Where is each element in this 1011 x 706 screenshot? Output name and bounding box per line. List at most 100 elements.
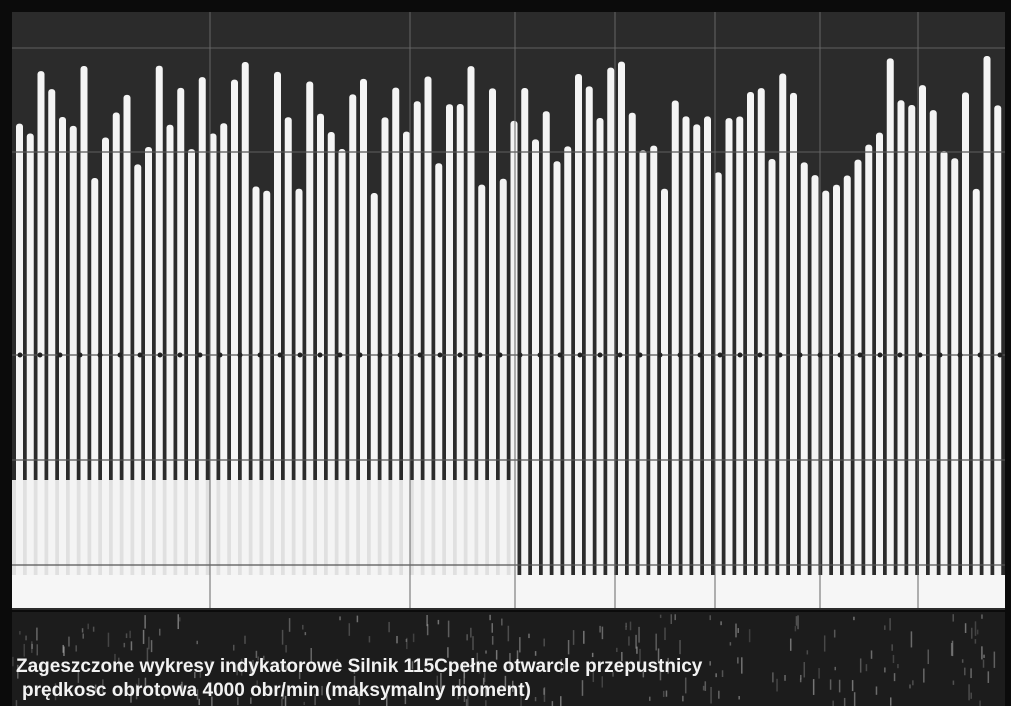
speck (17, 664, 19, 679)
trace (639, 150, 647, 605)
grid-dot (277, 352, 283, 358)
speck (853, 616, 855, 621)
speck (54, 683, 57, 701)
grid-dot (297, 352, 303, 358)
speck (211, 696, 213, 706)
speck (628, 636, 630, 646)
speck (534, 651, 537, 656)
speck (88, 691, 90, 696)
trace (553, 161, 561, 605)
speck (638, 626, 640, 643)
speck (927, 649, 930, 665)
trace (585, 86, 593, 605)
speck (993, 651, 996, 668)
speck (472, 636, 474, 651)
trace (48, 89, 56, 606)
speck (601, 626, 604, 640)
speck (818, 668, 820, 679)
speck (144, 615, 146, 629)
speck (232, 644, 235, 651)
trace (843, 175, 851, 606)
speck (509, 653, 511, 669)
trace (198, 77, 206, 606)
trace (489, 88, 496, 606)
trace (972, 188, 980, 605)
trace (790, 92, 797, 606)
speck (447, 647, 449, 658)
speck (285, 665, 288, 671)
grid-dot (817, 352, 823, 358)
speck (875, 686, 878, 695)
trace (596, 118, 604, 606)
speck (504, 675, 507, 690)
trace (650, 145, 658, 606)
speck (163, 690, 166, 700)
trace (123, 94, 131, 605)
grid-dot (857, 352, 863, 358)
grid-dot (717, 352, 723, 358)
speck (62, 644, 64, 653)
speck (800, 674, 802, 680)
speck (41, 663, 43, 677)
speck (256, 680, 258, 685)
speck (625, 622, 627, 627)
speck (491, 623, 494, 633)
speck (196, 689, 199, 700)
speck (198, 698, 200, 706)
speck (682, 695, 684, 702)
speck (15, 700, 18, 706)
trace (919, 85, 926, 606)
speck (123, 642, 126, 648)
speck (12, 656, 14, 667)
trace (779, 73, 787, 605)
speck (36, 644, 38, 656)
speck (150, 640, 153, 653)
speck (710, 686, 712, 704)
speck (180, 684, 182, 696)
speck (982, 659, 985, 668)
speck (237, 697, 239, 706)
speck (636, 646, 638, 654)
speck (478, 661, 481, 674)
speck (244, 635, 246, 644)
grid-dot (177, 352, 183, 358)
speck (720, 621, 722, 626)
grid-dot (837, 352, 843, 358)
speck (358, 691, 361, 705)
speck (102, 679, 104, 693)
speck (470, 627, 472, 638)
speck (910, 631, 913, 648)
speck (482, 677, 485, 685)
speck (288, 618, 291, 632)
speck (404, 690, 407, 705)
speck (794, 626, 797, 632)
trace (886, 58, 894, 606)
speck (635, 634, 637, 649)
speck (495, 650, 498, 660)
speck (406, 637, 408, 650)
speck (426, 624, 429, 636)
speck (463, 690, 466, 702)
speck (25, 635, 27, 641)
speck (884, 625, 886, 630)
speck (709, 615, 711, 621)
speck (181, 681, 183, 696)
speck (107, 632, 110, 647)
speck (328, 694, 331, 701)
speck (961, 659, 964, 663)
speck (92, 626, 95, 632)
speck (662, 690, 665, 697)
speck (144, 677, 147, 689)
speck (424, 661, 427, 669)
speck (135, 683, 138, 700)
speck (194, 671, 196, 679)
speck (137, 678, 140, 694)
trace (682, 116, 690, 606)
speck (971, 627, 973, 639)
speck (68, 636, 70, 647)
speck (411, 661, 414, 670)
speck (426, 615, 428, 627)
trace (532, 139, 539, 606)
grid-dot (897, 352, 903, 358)
speck (94, 684, 97, 693)
